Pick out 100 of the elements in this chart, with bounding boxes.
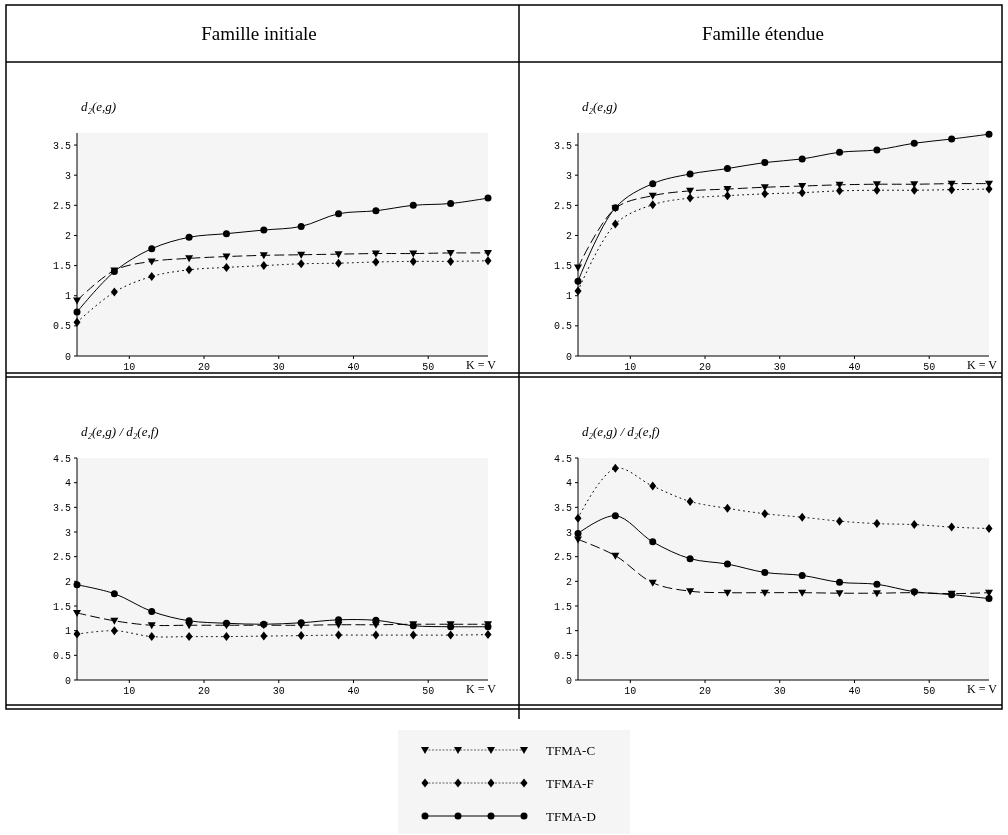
point xyxy=(372,207,380,215)
point xyxy=(985,130,993,138)
legend-label: TFMA-F xyxy=(546,775,594,791)
y-tick-label: 1 xyxy=(565,626,572,638)
point xyxy=(447,256,455,266)
x-tick-label: 20 xyxy=(699,686,712,697)
y-tick-label: 0.5 xyxy=(553,650,572,662)
y-tick-label: 3.5 xyxy=(52,140,71,152)
legend-label: TFMA-D xyxy=(546,808,596,824)
point xyxy=(260,226,268,234)
point xyxy=(574,536,582,544)
x-tick-label: 50 xyxy=(422,362,435,373)
point xyxy=(372,257,380,267)
point xyxy=(836,516,844,526)
x-tick-label: 50 xyxy=(923,362,936,373)
point xyxy=(948,135,956,143)
point xyxy=(948,522,956,532)
point xyxy=(447,630,455,640)
y-tick-label: 0.5 xyxy=(52,321,71,333)
y-tick-label: 4.5 xyxy=(52,453,71,465)
point xyxy=(798,183,807,191)
point xyxy=(185,265,193,275)
x-tick-label: 10 xyxy=(123,362,136,373)
y-axis-title: d₂(e,g) xyxy=(81,99,117,114)
chart-title: Famille étendue xyxy=(702,23,824,44)
point xyxy=(484,249,492,257)
point xyxy=(761,509,769,519)
point xyxy=(686,170,694,178)
x-tick-label: 40 xyxy=(347,362,360,373)
point xyxy=(948,185,956,195)
y-tick-label: 2.5 xyxy=(553,552,572,564)
point xyxy=(335,630,343,640)
point xyxy=(148,607,156,615)
point xyxy=(574,277,582,285)
point xyxy=(686,588,695,596)
x-tick-label: 10 xyxy=(624,362,637,373)
x-axis-title: K = V xyxy=(967,358,998,372)
point xyxy=(372,630,380,640)
point xyxy=(222,632,230,642)
point xyxy=(835,590,844,598)
point xyxy=(723,589,732,597)
y-tick-label: 0 xyxy=(565,675,572,687)
point xyxy=(259,252,268,260)
point xyxy=(686,193,694,203)
x-tick-label: 30 xyxy=(773,362,786,373)
y-tick-label: 2 xyxy=(565,576,572,588)
x-tick-label: 50 xyxy=(923,686,936,697)
point xyxy=(73,609,81,617)
point xyxy=(649,180,657,188)
point xyxy=(760,184,769,192)
x-tick-label: 20 xyxy=(198,686,211,697)
y-tick-label: 2.5 xyxy=(52,200,71,212)
point xyxy=(723,560,731,568)
point xyxy=(611,463,619,473)
y-tick-label: 3 xyxy=(565,527,572,539)
x-tick-label: 10 xyxy=(624,686,637,697)
y-tick-label: 2 xyxy=(64,230,71,242)
y-tick-label: 0.5 xyxy=(553,321,572,333)
y-tick-label: 1.5 xyxy=(52,261,71,273)
x-tick-label: 20 xyxy=(699,362,712,373)
point xyxy=(297,251,306,259)
legend-label: TFMA-C xyxy=(546,742,596,758)
y-tick-label: 4.5 xyxy=(553,453,572,465)
point xyxy=(297,259,305,269)
point xyxy=(409,201,417,209)
point xyxy=(873,580,881,588)
y-tick-label: 4 xyxy=(565,478,572,490)
point xyxy=(110,626,118,636)
point xyxy=(761,189,769,199)
point xyxy=(873,519,881,529)
point xyxy=(798,188,806,198)
point xyxy=(723,191,731,201)
y-tick-label: 3 xyxy=(64,527,71,539)
point xyxy=(73,308,81,316)
point xyxy=(110,617,119,625)
point xyxy=(648,579,657,587)
point xyxy=(297,222,305,230)
point xyxy=(110,590,118,598)
point xyxy=(873,146,881,154)
point xyxy=(873,185,881,195)
x-axis-title: K = V xyxy=(967,682,998,696)
point xyxy=(910,520,918,530)
point xyxy=(798,512,806,522)
y-tick-label: 2 xyxy=(64,576,71,588)
point xyxy=(484,630,492,640)
y-tick-label: 0.5 xyxy=(52,650,71,662)
point xyxy=(798,571,806,579)
y-tick-label: 0 xyxy=(64,351,71,363)
point xyxy=(73,581,81,589)
y-tick-label: 3.5 xyxy=(553,502,572,514)
point xyxy=(446,249,455,257)
x-tick-label: 20 xyxy=(198,362,211,373)
point xyxy=(73,317,81,327)
y-tick-label: 4 xyxy=(64,478,71,490)
y-tick-label: 2.5 xyxy=(553,200,572,212)
y-tick-label: 1 xyxy=(64,291,71,303)
point xyxy=(574,264,582,272)
point xyxy=(761,159,769,167)
point xyxy=(611,219,619,229)
point xyxy=(836,578,844,586)
